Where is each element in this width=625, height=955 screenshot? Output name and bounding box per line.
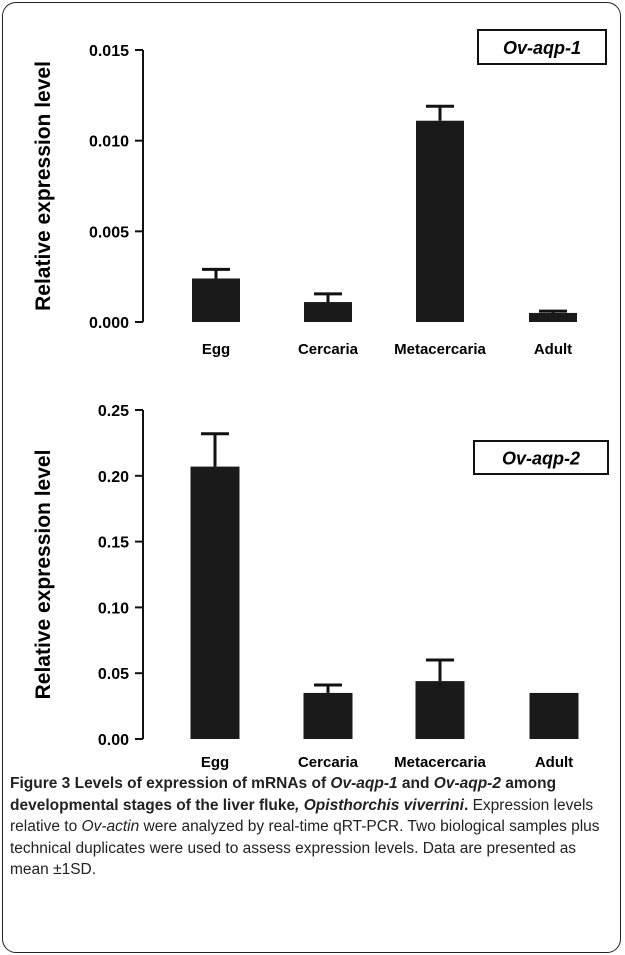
y-tick-label: 0.15 bbox=[98, 535, 129, 552]
bar-metacercaria bbox=[416, 120, 464, 322]
x-tick-label: Cercaria bbox=[298, 341, 359, 358]
x-tick-label: Metacercaria bbox=[394, 754, 486, 771]
y-tick-label: 0.005 bbox=[89, 224, 129, 241]
series-label-box bbox=[477, 29, 607, 65]
y-axis-label: Relative expression level bbox=[32, 61, 55, 311]
caption-title: Figure 3 Levels of expression of mRNAs o… bbox=[10, 775, 557, 814]
bar-adult bbox=[529, 692, 579, 739]
chart-title: Ov-aqp-1 bbox=[503, 38, 581, 58]
x-tick-label: Egg bbox=[201, 754, 229, 771]
chart-ov-aqp-1: Relative expression level 0.000 0.005 0.010… bbox=[32, 29, 607, 358]
x-tick-label: Egg bbox=[202, 341, 230, 358]
y-tick-label: 0.015 bbox=[89, 43, 129, 60]
y-tick-label: 0.00 bbox=[98, 732, 129, 749]
x-tick-label: Adult bbox=[534, 341, 572, 358]
bar-egg bbox=[192, 278, 240, 322]
series-label-box bbox=[473, 440, 609, 475]
y-tick-label: 0.010 bbox=[89, 134, 129, 151]
chart-ov-aqp-2: Relative expression level 0.00 0.05 0.10 0.1… bbox=[32, 403, 609, 771]
y-tick-label: 0.000 bbox=[89, 315, 129, 332]
bar-cercaria bbox=[303, 692, 353, 739]
x-tick-label: Adult bbox=[535, 754, 573, 771]
y-tick-label: 0.05 bbox=[98, 666, 129, 683]
x-tick-label: Metacercaria bbox=[394, 341, 486, 358]
caption-body: Expression levels relative to Ov-actin w… bbox=[10, 796, 600, 879]
bar-metacercaria bbox=[415, 681, 465, 739]
bar-egg bbox=[190, 466, 240, 739]
bar-adult bbox=[529, 312, 577, 322]
x-tick-label: Cercaria bbox=[298, 754, 359, 771]
chart-title: Ov-aqp-2 bbox=[502, 449, 580, 469]
y-tick-label: 0.25 bbox=[98, 403, 129, 420]
y-axis-label: Relative expression level bbox=[32, 450, 55, 700]
figure-caption: Figure 3 Levels of expression of mRNAs o… bbox=[10, 773, 610, 881]
bar-cercaria bbox=[304, 302, 352, 322]
y-tick-label: 0.20 bbox=[98, 469, 129, 486]
y-tick-label: 0.10 bbox=[98, 600, 129, 617]
